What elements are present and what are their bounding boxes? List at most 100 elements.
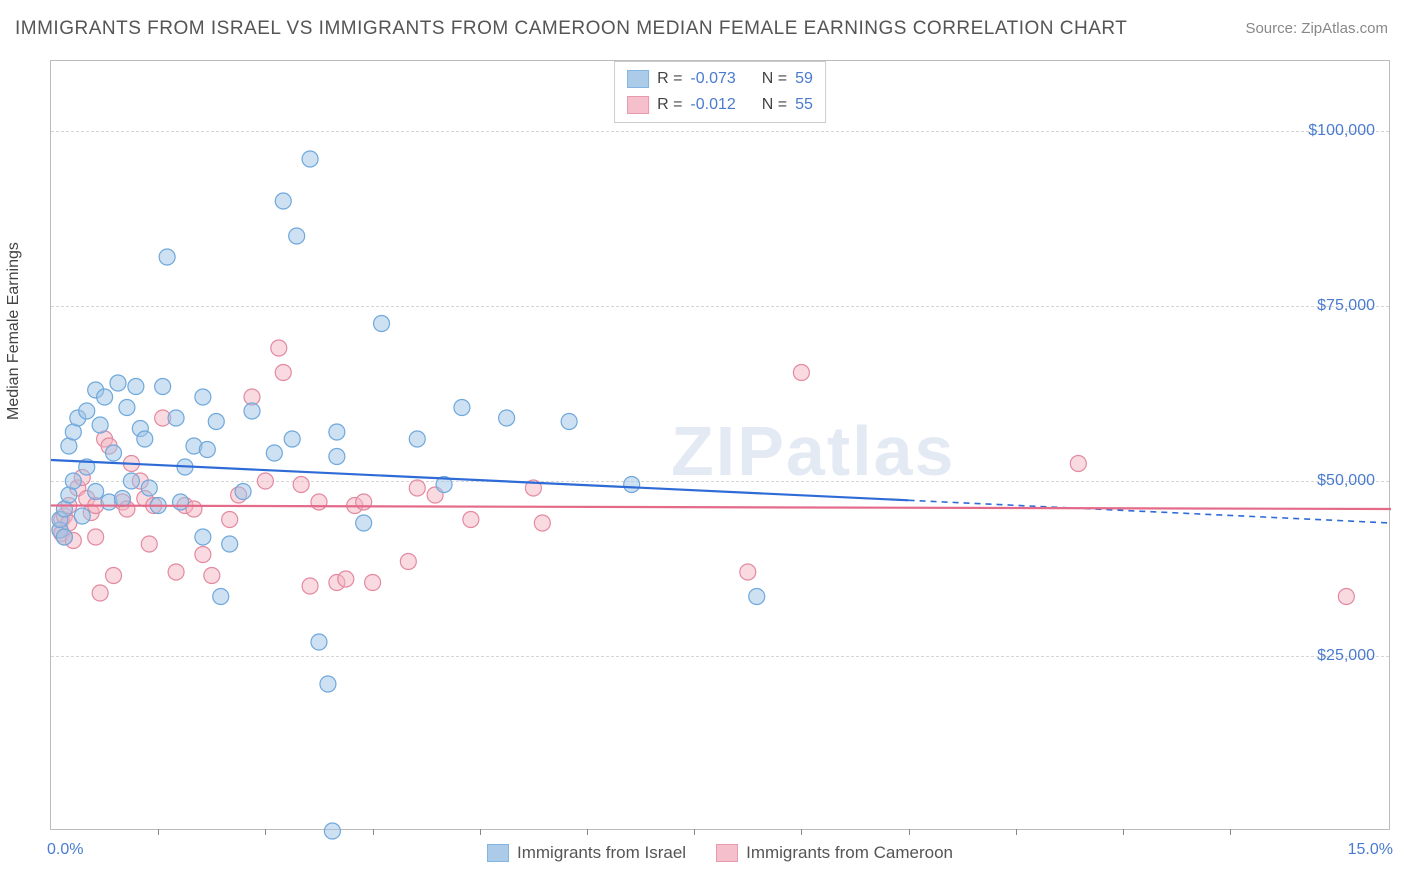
scatter-point [257, 473, 273, 489]
scatter-point [266, 445, 282, 461]
scatter-point [195, 547, 211, 563]
scatter-point [1338, 589, 1354, 605]
scatter-point [92, 417, 108, 433]
scatter-point [1070, 456, 1086, 472]
scatter-point [106, 568, 122, 584]
scatter-point [302, 151, 318, 167]
scatter-point [499, 410, 515, 426]
n-value-series-2: 55 [795, 92, 813, 118]
legend-row-series-2: R = -0.012 N = 55 [627, 92, 813, 118]
scatter-point [92, 585, 108, 601]
legend-bottom-label-2: Immigrants from Cameroon [746, 843, 953, 863]
scatter-point [128, 379, 144, 395]
scatter-point [97, 389, 113, 405]
n-value-series-1: 59 [795, 66, 813, 92]
legend-bottom-item-1: Immigrants from Israel [487, 843, 686, 863]
regression-line-dashed [909, 500, 1391, 523]
x-tick-mark [694, 829, 695, 835]
plot-area: ZIPatlas $25,000$50,000$75,000$100,000 R… [50, 60, 1390, 830]
scatter-point [159, 249, 175, 265]
legend-bottom-label-1: Immigrants from Israel [517, 843, 686, 863]
legend-row-series-1: R = -0.073 N = 59 [627, 66, 813, 92]
scatter-point [123, 473, 139, 489]
scatter-point [561, 414, 577, 430]
scatter-point [155, 379, 171, 395]
scatter-point [195, 529, 211, 545]
scatter-point [222, 512, 238, 528]
scatter-point [79, 403, 95, 419]
scatter-point [289, 228, 305, 244]
r-label: R = [657, 92, 682, 118]
x-tick-mark [1123, 829, 1124, 835]
x-tick-mark [373, 829, 374, 835]
x-tick-mark [265, 829, 266, 835]
scatter-point [356, 515, 372, 531]
scatter-point [88, 484, 104, 500]
swatch-bottom-1 [487, 844, 509, 862]
scatter-point [141, 536, 157, 552]
n-label: N = [762, 66, 787, 92]
scatter-point [208, 414, 224, 430]
scatter-point [311, 494, 327, 510]
scatter-point [119, 400, 135, 416]
scatter-point [74, 508, 90, 524]
scatter-point [324, 823, 340, 839]
scatter-point [173, 494, 189, 510]
scatter-point [56, 529, 72, 545]
chart-container: IMMIGRANTS FROM ISRAEL VS IMMIGRANTS FRO… [0, 0, 1406, 892]
scatter-point [329, 424, 345, 440]
regression-line [51, 506, 1391, 510]
r-value-series-2: -0.012 [690, 92, 735, 118]
scatter-point [114, 491, 130, 507]
legend-top: R = -0.073 N = 59 R = -0.012 N = 55 [614, 61, 826, 123]
legend-bottom: Immigrants from Israel Immigrants from C… [51, 843, 1389, 863]
x-tick-mark [587, 829, 588, 835]
n-label: N = [762, 92, 787, 118]
x-tick-mark [909, 829, 910, 835]
scatter-point [356, 494, 372, 510]
x-tick-mark [1230, 829, 1231, 835]
x-tick-mark [1016, 829, 1017, 835]
scatter-point [293, 477, 309, 493]
scatter-point [275, 365, 291, 381]
x-tick-mark [801, 829, 802, 835]
scatter-point [222, 536, 238, 552]
swatch-series-2 [627, 96, 649, 114]
scatter-point [204, 568, 220, 584]
x-tick-mark [480, 829, 481, 835]
scatter-point [454, 400, 470, 416]
scatter-point [275, 193, 291, 209]
scatter-point [106, 445, 122, 461]
scatter-point [740, 564, 756, 580]
scatter-point [409, 480, 425, 496]
scatter-point [65, 473, 81, 489]
scatter-point [320, 676, 336, 692]
scatter-point [463, 512, 479, 528]
swatch-bottom-2 [716, 844, 738, 862]
scatter-point [329, 449, 345, 465]
y-axis-label: Median Female Earnings [5, 242, 23, 420]
scatter-point [284, 431, 300, 447]
scatter-point [365, 575, 381, 591]
scatter-svg [51, 61, 1389, 829]
scatter-point [338, 571, 354, 587]
scatter-point [235, 484, 251, 500]
scatter-point [793, 365, 809, 381]
scatter-point [311, 634, 327, 650]
scatter-point [624, 477, 640, 493]
scatter-point [749, 589, 765, 605]
scatter-point [271, 340, 287, 356]
scatter-point [400, 554, 416, 570]
scatter-point [213, 589, 229, 605]
scatter-point [199, 442, 215, 458]
scatter-point [168, 564, 184, 580]
scatter-point [168, 410, 184, 426]
scatter-point [409, 431, 425, 447]
x-tick-mark [158, 829, 159, 835]
chart-title: IMMIGRANTS FROM ISRAEL VS IMMIGRANTS FRO… [15, 18, 1127, 40]
scatter-point [137, 431, 153, 447]
scatter-point [244, 403, 260, 419]
scatter-point [374, 316, 390, 332]
scatter-point [534, 515, 550, 531]
r-value-series-1: -0.073 [690, 66, 735, 92]
